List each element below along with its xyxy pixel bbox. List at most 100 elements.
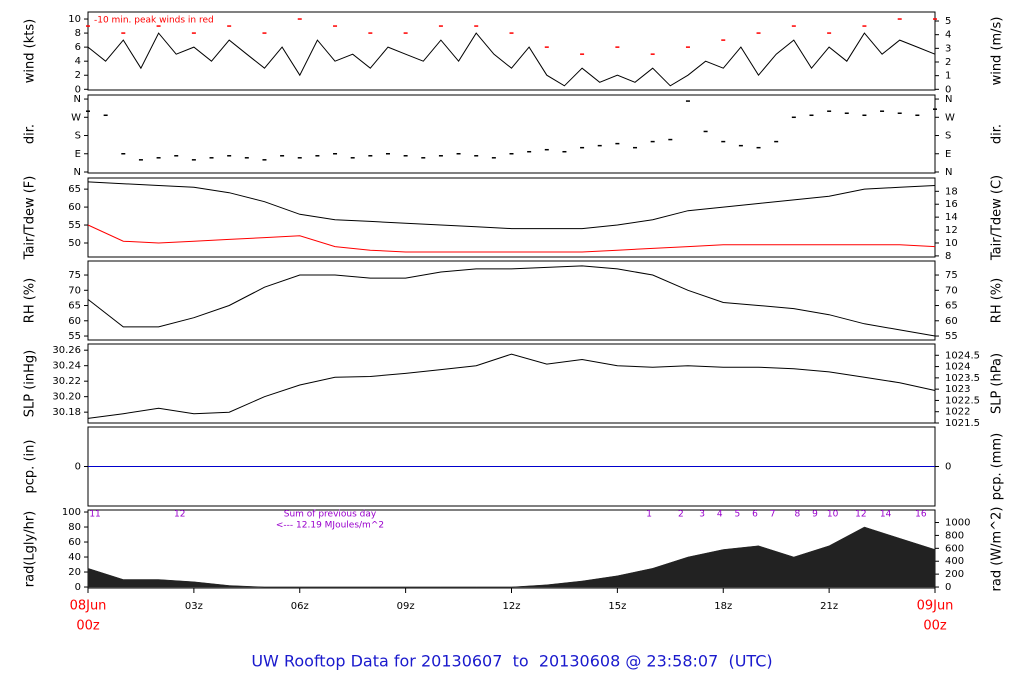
y-axis-label: wind (kts) [23,19,38,83]
data-point [456,153,461,155]
y2-tick-label: 65 [945,301,958,312]
data-point [580,146,585,149]
data-point [333,25,338,27]
y-tick-label: 30.26 [52,345,81,356]
y2-tick-label: 600 [945,543,964,554]
y2-tick-label: 60 [945,316,958,327]
data-point [474,25,479,27]
data-point [721,140,726,143]
data-point [438,155,443,157]
data-point [280,155,285,157]
hour-mark: 6 [752,510,758,520]
hour-mark: 16 [915,510,927,520]
y2-tick-label: 16 [945,199,958,210]
data-point [933,18,937,20]
area [87,526,936,588]
data-point [86,110,90,112]
y-tick-label: 70 [68,285,81,296]
y2-tick-label: 1022 [945,407,970,418]
data-point [191,159,196,161]
y-tick-label: 50 [68,238,81,249]
note: <--- 12.19 MJoules/m^2 [276,521,384,531]
data-point [121,32,126,34]
data-point [527,150,532,153]
data-point [403,155,408,157]
y-tick-label: 80 [68,522,81,533]
y-tick-label: 0 [75,462,81,473]
y2-tick-label: 1000 [945,518,970,529]
line [87,181,936,230]
data-point [933,108,937,110]
data-point [897,18,902,20]
data-point [227,25,232,27]
y2-tick-label: W [945,112,955,123]
y2-tick-label: 1021.5 [945,418,980,429]
y2-tick-label: 0 [945,462,951,473]
data-point [368,32,373,34]
data-point [121,153,126,155]
line [87,224,936,253]
y2-tick-label: 18 [945,186,958,197]
y2-tick-label: 1023 [945,384,970,395]
y2-axis-label: Tair/Tdew (C) [990,175,1005,261]
y-tick-label: 60 [68,316,81,327]
y-tick-label: E [75,149,81,160]
data-point [738,144,743,147]
y2-axis-label: wind (m/s) [990,17,1005,86]
data-point [862,114,867,117]
y-tick-label: 60 [68,202,81,213]
data-point [544,148,549,151]
y-axis-label: dir. [23,124,38,144]
y2-axis-label: SLP (hPa) [990,353,1005,414]
panel-frame [87,260,936,341]
y-tick-label: 0 [75,582,81,593]
x-tick-label: 18z [714,601,732,612]
data-point [421,157,426,159]
data-point [86,25,90,27]
data-point [244,157,249,159]
y-axis-label: Tair/Tdew (F) [23,176,38,261]
hour-mark: 3 [699,510,705,520]
data-point [915,114,920,117]
data-point [809,114,814,117]
x-tick-label: 21z [820,601,838,612]
data-point [597,144,602,147]
y-tick-label: 20 [68,567,81,578]
data-point [227,155,232,157]
y-tick-label: N [74,94,81,105]
y2-tick-label: 400 [945,556,964,567]
data-point [103,114,108,117]
data-point [491,157,496,159]
data-point [880,110,885,112]
y2-tick-label: N [945,94,952,105]
y2-tick-label: 1023.5 [945,373,980,384]
y2-tick-label: E [945,149,951,160]
data-point [862,25,867,27]
y2-tick-label: 1024 [945,362,970,373]
y-tick-label: 65 [68,184,81,195]
y2-tick-label: 1 [945,71,951,82]
panel-frame [87,343,936,424]
y-tick-label: 65 [68,301,81,312]
data-point [191,32,196,34]
data-point [774,140,779,143]
panel-frame [87,94,936,174]
x-tick-label: 03z [185,601,203,612]
x-tick-label: 00z [76,619,100,634]
data-point [650,53,655,55]
y-tick-label: 10 [68,14,81,25]
data-point [562,150,567,153]
data-point [615,46,620,48]
y-tick-label: 55 [68,331,81,342]
data-point [580,53,585,55]
data-point [827,32,832,34]
y-tick-label: N [74,167,81,178]
x-tick-label: 00z [923,619,947,634]
data-point [156,157,161,159]
y-tick-label: 30.18 [52,407,81,418]
y-tick-label: 8 [75,28,81,39]
data-point [438,25,443,27]
data-point [721,39,726,41]
data-point [297,157,302,159]
